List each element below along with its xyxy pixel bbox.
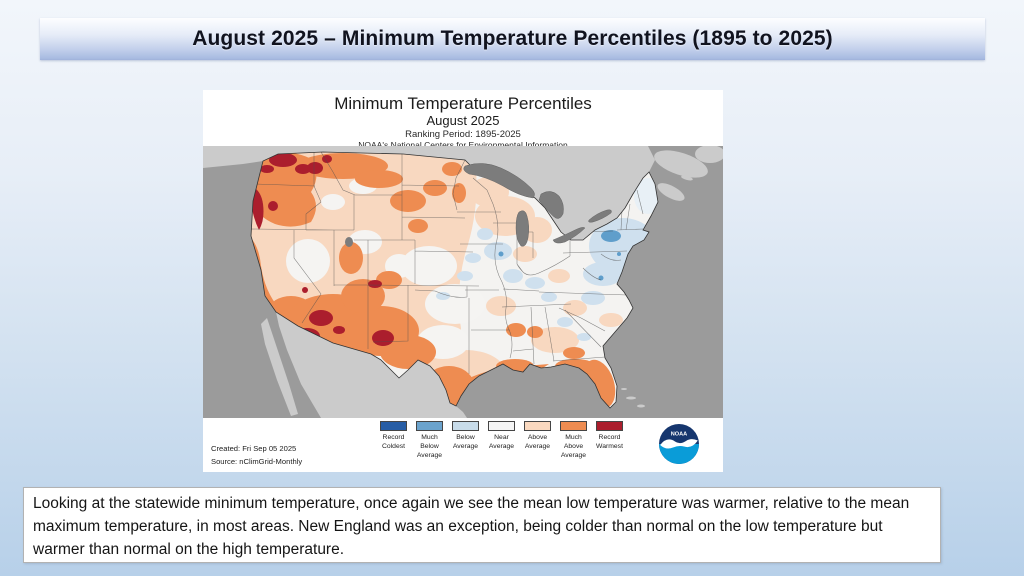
- slide-title: August 2025 – Minimum Temperature Percen…: [192, 27, 833, 50]
- slide-title-bar: August 2025 – Minimum Temperature Percen…: [40, 18, 985, 60]
- legend-swatch-record-coldest: [380, 421, 407, 431]
- noaa-map-panel: Minimum Temperature Percentiles August 2…: [203, 90, 723, 472]
- mexico-landmass: [261, 312, 467, 418]
- island-specks: [621, 388, 645, 408]
- great-lakes: [345, 163, 612, 247]
- map-source: Source: nClimGrid-Monthly: [211, 457, 303, 467]
- noaa-logo-text: NOAA: [671, 432, 687, 438]
- us-percentile-map: [203, 146, 723, 418]
- map-metadata: Created: Fri Sep 05 2025 Source: nClimGr…: [211, 442, 302, 469]
- map-title: Minimum Temperature Percentiles: [334, 94, 592, 113]
- legend-item-much-below: Much Below Average: [415, 421, 444, 460]
- legend-swatch-near: [488, 421, 515, 431]
- us-outline: [250, 151, 659, 409]
- legend-swatch-above: [524, 421, 551, 431]
- canada-landmass: [203, 146, 723, 240]
- legend-swatch-much-above: [560, 421, 587, 431]
- map-created-date: Created: Fri Sep 05 2025: [211, 444, 297, 453]
- map-subtitle: August 2025: [426, 113, 500, 129]
- legend-swatch-below: [452, 421, 479, 431]
- state-borders: [251, 152, 644, 374]
- caption-box: Looking at the statewide minimum tempera…: [23, 487, 941, 563]
- legend-swatch-record-warmest: [596, 421, 623, 431]
- legend-item-much-above: Much Above Average: [559, 421, 588, 460]
- map-legend: Record Coldest Much Below Average Below …: [379, 421, 624, 460]
- percentile-shading: [251, 152, 658, 408]
- map-ranking-period: Ranking Period: 1895-2025: [405, 128, 521, 140]
- map-header: Minimum Temperature Percentiles August 2…: [203, 90, 723, 151]
- legend-item-near: Near Average: [487, 421, 516, 460]
- legend-item-below: Below Average: [451, 421, 480, 460]
- legend-item-record-warmest: Record Warmest: [595, 421, 624, 460]
- noaa-logo: NOAA: [659, 424, 699, 464]
- legend-item-record-coldest: Record Coldest: [379, 421, 408, 460]
- legend-item-above: Above Average: [523, 421, 552, 460]
- legend-swatch-much-below: [416, 421, 443, 431]
- caption-text: Looking at the statewide minimum tempera…: [33, 495, 910, 558]
- map-organization: NOAA's National Centers for Environmenta…: [358, 140, 568, 151]
